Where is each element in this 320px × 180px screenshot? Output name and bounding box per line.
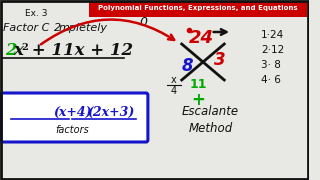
- Text: 2·12: 2·12: [261, 45, 284, 55]
- FancyBboxPatch shape: [1, 93, 148, 142]
- FancyBboxPatch shape: [89, 1, 308, 17]
- Text: (2x+3): (2x+3): [88, 105, 135, 118]
- Text: 4· 6: 4· 6: [261, 75, 281, 85]
- Text: Factor C: Factor C: [3, 23, 49, 33]
- Text: 4: 4: [171, 86, 177, 96]
- Text: + 11x + 12: + 11x + 12: [26, 42, 133, 59]
- Text: Polynomial Functions, Expressions, and Equations: Polynomial Functions, Expressions, and E…: [98, 5, 298, 11]
- Text: 24: 24: [188, 29, 213, 47]
- Text: Ex. 3: Ex. 3: [26, 8, 48, 17]
- Text: 2: 2: [21, 42, 28, 51]
- Text: 1·24: 1·24: [261, 30, 284, 40]
- Text: Escalante
Method: Escalante Method: [182, 105, 239, 136]
- Text: (x+4): (x+4): [53, 105, 92, 118]
- Text: x: x: [13, 42, 23, 59]
- Text: +: +: [191, 91, 205, 109]
- Text: factors: factors: [56, 125, 89, 135]
- Text: 3· 8: 3· 8: [261, 60, 281, 70]
- Text: 0: 0: [139, 15, 147, 28]
- Text: 2: 2: [54, 23, 61, 33]
- Text: 8: 8: [182, 57, 193, 75]
- Text: mpletely: mpletely: [59, 23, 108, 33]
- Text: 2: 2: [5, 42, 16, 59]
- Text: 11: 11: [189, 78, 207, 91]
- Text: 3: 3: [214, 51, 225, 69]
- Text: x: x: [171, 75, 177, 85]
